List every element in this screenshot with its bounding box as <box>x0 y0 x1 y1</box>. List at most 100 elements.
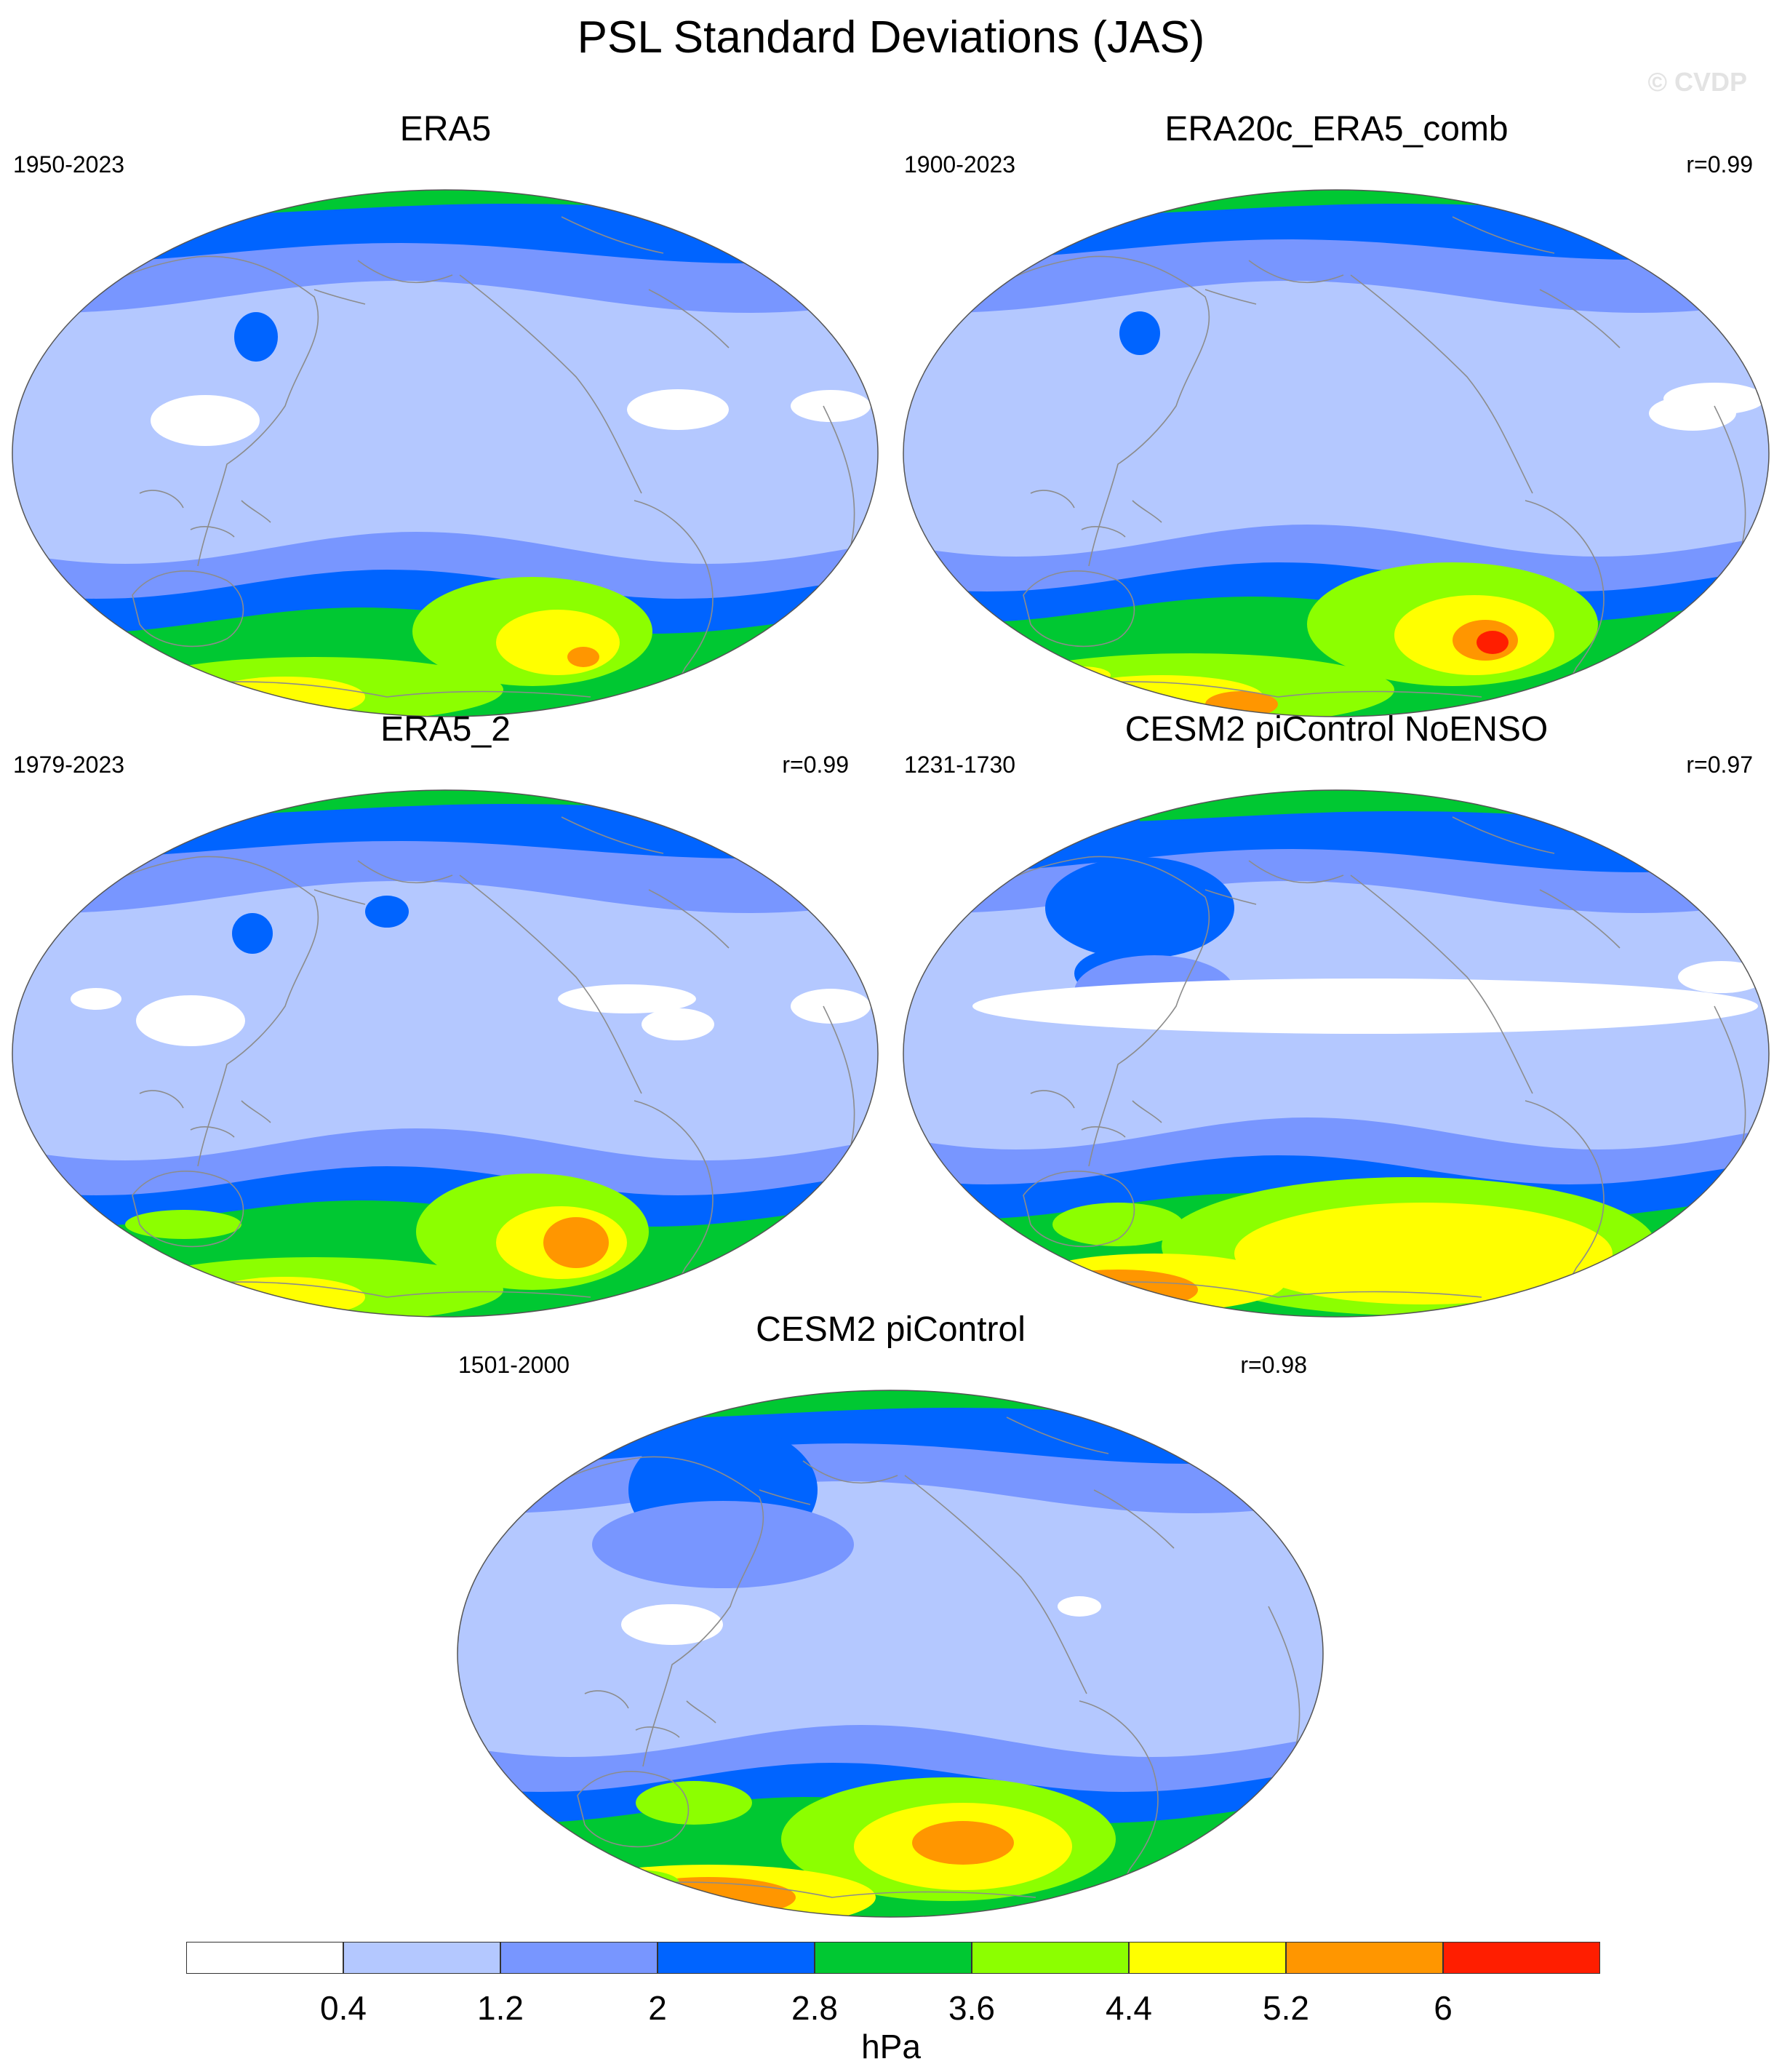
contour-region <box>176 675 220 690</box>
colorbar-tick-label: 0.4 <box>320 1989 367 2027</box>
coastline <box>139 490 271 538</box>
contour-region <box>136 995 245 1046</box>
coastline <box>584 1690 716 1738</box>
contour-region <box>642 1008 714 1040</box>
panel-title: CESM2 piControl <box>756 1310 1026 1349</box>
coastline <box>561 216 730 348</box>
colorbar-swatch <box>1443 1942 1600 1974</box>
coastline <box>1023 1171 1135 1248</box>
coastlines <box>37 816 855 1317</box>
colorbar-swatch <box>972 1942 1129 1974</box>
contour-region <box>496 610 620 675</box>
colorbar-swatch <box>658 1942 815 1974</box>
coastlines <box>928 816 1746 1317</box>
coastline <box>1350 274 1533 494</box>
contour-field <box>903 190 1769 717</box>
coastline <box>37 255 319 567</box>
map-era5 <box>12 189 879 717</box>
colorbar-tick-label: 4.4 <box>1106 1989 1152 2027</box>
contour-region <box>1072 1390 1323 1432</box>
contour-region <box>903 190 1140 231</box>
map-panel-cesm2-picontrol: CESM2 piControl 1501-2000 r=0.98 <box>445 1310 1336 1918</box>
panel-title: ERA20c_ERA5_comb <box>1164 110 1509 148</box>
contour-region <box>71 988 121 1010</box>
coastline <box>139 1090 271 1138</box>
coastline <box>132 1171 244 1248</box>
contour-region <box>636 1781 752 1825</box>
coastlines <box>928 216 1746 717</box>
panel-years: 1950-2023 <box>13 151 125 178</box>
coastline <box>459 274 642 494</box>
contour-field <box>12 790 878 1317</box>
contour-region <box>567 647 599 667</box>
contour-region <box>1052 1203 1183 1246</box>
contour-region <box>627 790 878 832</box>
panel-years: 1979-2023 <box>13 752 125 778</box>
coastline <box>1030 490 1162 538</box>
coastline <box>1452 216 1621 348</box>
panel-correlation: r=0.99 <box>1686 151 1753 178</box>
colorbar-tick-label: 5.2 <box>1263 1989 1309 2027</box>
colorbar-tick-label: 1.2 <box>477 1989 524 2027</box>
contour-region <box>791 989 871 1024</box>
contour-region <box>151 395 260 446</box>
panel-title: ERA5_2 <box>380 710 511 749</box>
contour-region <box>1518 790 1769 832</box>
colorbar-tick-label: 2.8 <box>791 1989 838 2027</box>
contour-region <box>621 1604 723 1645</box>
coastline <box>928 856 1210 1167</box>
map-cesm2-picontrol <box>457 1390 1324 1918</box>
panel-correlation: r=0.97 <box>1686 752 1753 778</box>
contour-region <box>1678 961 1765 993</box>
contour-region <box>1119 311 1160 355</box>
coastline <box>459 874 642 1094</box>
contour-region <box>627 389 729 430</box>
contour-region <box>558 984 696 1013</box>
map-era20c-era5-comb <box>903 189 1770 717</box>
coastline <box>313 260 453 305</box>
coastline <box>577 1771 690 1848</box>
coastline <box>482 1456 764 1767</box>
coastline <box>1452 816 1621 949</box>
contour-region <box>903 790 1140 832</box>
contour-region <box>627 190 878 231</box>
panel-years: 1501-2000 <box>458 1352 570 1378</box>
contour-region <box>365 896 409 928</box>
colorbar-tick-label: 3.6 <box>948 1989 995 2027</box>
map-outline <box>12 789 879 1318</box>
coastline <box>1023 570 1135 648</box>
contour-region <box>592 1501 854 1588</box>
watermark: © CVDP <box>1647 67 1747 97</box>
contour-region <box>1058 1596 1101 1617</box>
contour-field <box>903 790 1769 1317</box>
colorbar-swatch <box>186 1942 343 1974</box>
panel-years: 1231-1730 <box>904 752 1016 778</box>
contour-region <box>12 790 249 832</box>
map-outline <box>903 189 1770 717</box>
coastline <box>1204 860 1344 905</box>
contour-region <box>458 1390 694 1432</box>
contour-region <box>912 1821 1014 1865</box>
map-panel-era20c-era5-comb: ERA20c_ERA5_comb 1900-2023 r=0.99 <box>891 109 1782 717</box>
contour-field <box>458 1390 1323 1917</box>
colorbar-swatch <box>815 1942 972 1974</box>
contour-region <box>1477 631 1509 654</box>
contour-region <box>972 979 1758 1034</box>
map-cesm2-picontrol-noenso <box>903 789 1770 1318</box>
contour-region <box>232 913 273 954</box>
colorbar-unit: hPa <box>861 2028 921 2065</box>
coastline <box>1350 874 1533 1094</box>
coastline <box>37 856 319 1167</box>
colorbar-swatch <box>1129 1942 1286 1974</box>
figure-title: PSL Standard Deviations (JAS) <box>577 12 1205 63</box>
contour-region <box>234 312 278 362</box>
coastline <box>561 816 730 949</box>
coastline <box>132 570 244 648</box>
panel-years: 1900-2023 <box>904 151 1016 178</box>
coastline <box>1030 1090 1162 1138</box>
coastline <box>759 1460 898 1505</box>
contour-field <box>12 190 878 717</box>
colorbar-swatch <box>1286 1942 1443 1974</box>
colorbar-swatch <box>343 1942 500 1974</box>
coastline <box>1006 1416 1175 1549</box>
